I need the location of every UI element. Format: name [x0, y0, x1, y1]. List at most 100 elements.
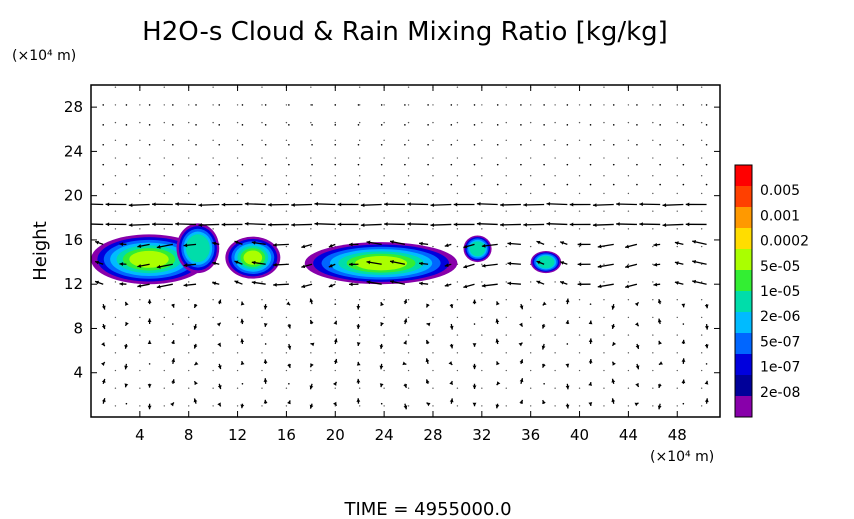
wind-vector — [543, 383, 545, 385]
grid-dot — [358, 121, 361, 124]
wind-vector-head — [519, 305, 524, 310]
grid-dot — [700, 210, 703, 212]
grid-dot — [358, 334, 361, 336]
x-tick-label: 24 — [375, 426, 394, 444]
wind-vector — [705, 124, 708, 126]
wind-vector-head — [125, 301, 129, 306]
wind-vector — [334, 104, 337, 106]
wind-vector-head — [472, 343, 477, 347]
wind-vector-head — [674, 261, 679, 265]
x-tick-label: 12 — [228, 426, 247, 444]
grid-dot — [652, 245, 654, 248]
cloud-contour — [355, 256, 408, 271]
y-tick-label: 24 — [64, 142, 83, 160]
wind-vector-head — [588, 359, 593, 363]
wind-vector — [264, 163, 267, 166]
grid-dot — [554, 334, 556, 336]
grid-dot — [456, 334, 459, 336]
wind-vector-head — [124, 344, 129, 349]
wind-vector-head — [674, 281, 679, 285]
grid-dot — [505, 263, 507, 265]
grid-dot — [652, 263, 654, 265]
wind-vector-head — [193, 325, 198, 330]
wind-vector-head — [495, 318, 500, 323]
wind-vector-head — [263, 359, 268, 364]
grid-dot — [139, 316, 141, 319]
grid-dot — [481, 139, 483, 142]
wind-vector — [682, 143, 685, 146]
grid-dot — [139, 175, 141, 177]
wind-vector-head — [541, 324, 546, 329]
wind-vector-head — [268, 202, 272, 207]
wind-vector — [404, 183, 406, 186]
grid-dot — [652, 121, 654, 124]
grid-dot — [554, 405, 556, 407]
grid-dot — [285, 405, 288, 407]
grid-dot — [652, 405, 654, 407]
wind-vector — [125, 163, 128, 166]
grid-dot — [505, 352, 507, 354]
wind-vector-head — [156, 264, 161, 269]
wind-vector-head — [171, 379, 175, 384]
wind-vector-head — [444, 263, 449, 268]
grid-dot — [505, 228, 507, 230]
wind-vector-head — [597, 244, 602, 249]
wind-vector-head — [569, 222, 574, 227]
wind-vector-head — [119, 282, 124, 286]
grid-dot — [407, 86, 410, 88]
wind-vector-head — [384, 222, 388, 226]
wind-vector — [148, 124, 151, 126]
wind-vector-head — [105, 202, 110, 207]
grid-dot — [139, 405, 141, 407]
grid-dot — [481, 316, 483, 319]
grid-dot — [163, 334, 165, 336]
grid-dot — [676, 157, 678, 159]
wind-vector — [380, 143, 383, 146]
wind-vector — [148, 104, 151, 106]
grid-dot — [383, 387, 385, 389]
wind-vector-head — [287, 324, 292, 329]
grid-dot — [114, 104, 117, 106]
grid-dot — [481, 369, 483, 372]
wind-vector — [427, 104, 429, 106]
grid-dot — [236, 228, 239, 230]
wind-vector-head — [426, 322, 431, 327]
wind-vector-head — [101, 305, 106, 310]
grid-dot — [481, 263, 483, 265]
wind-vector-head — [546, 221, 551, 226]
y-tick-label: 20 — [64, 187, 83, 205]
y-tick-label: 28 — [64, 98, 83, 116]
wind-vector-head — [588, 382, 593, 386]
y-unit-label: (×10⁴ m) — [12, 48, 76, 64]
grid-dot — [261, 352, 263, 354]
grid-dot — [505, 334, 507, 336]
grid-dot — [261, 104, 263, 106]
grid-dot — [700, 387, 703, 389]
grid-dot — [700, 352, 703, 354]
wind-vector — [473, 104, 476, 106]
wind-vector — [357, 163, 360, 166]
wind-vector-head — [634, 302, 639, 307]
grid-dot — [139, 104, 141, 106]
wind-vector — [172, 124, 174, 126]
wind-vector-head — [681, 339, 686, 344]
wind-vector-head — [430, 203, 435, 208]
wind-vector-head — [463, 244, 468, 249]
grid-dot — [676, 245, 678, 248]
wind-vector-head — [569, 202, 574, 207]
grid-dot — [456, 210, 459, 212]
wind-vector — [102, 183, 105, 186]
grid-dot — [554, 352, 556, 354]
wind-vector-head — [337, 202, 342, 207]
grid-dot — [358, 369, 361, 372]
x-tick-label: 28 — [423, 426, 442, 444]
grid-dot — [139, 298, 141, 301]
grid-dot — [114, 334, 117, 336]
grid-dot — [188, 210, 190, 212]
grid-dot — [212, 192, 214, 195]
wind-vector-head — [147, 340, 152, 345]
x-tick-label: 48 — [668, 426, 687, 444]
grid-dot — [676, 228, 678, 230]
wind-vector — [288, 143, 290, 146]
grid-dot — [676, 334, 678, 336]
